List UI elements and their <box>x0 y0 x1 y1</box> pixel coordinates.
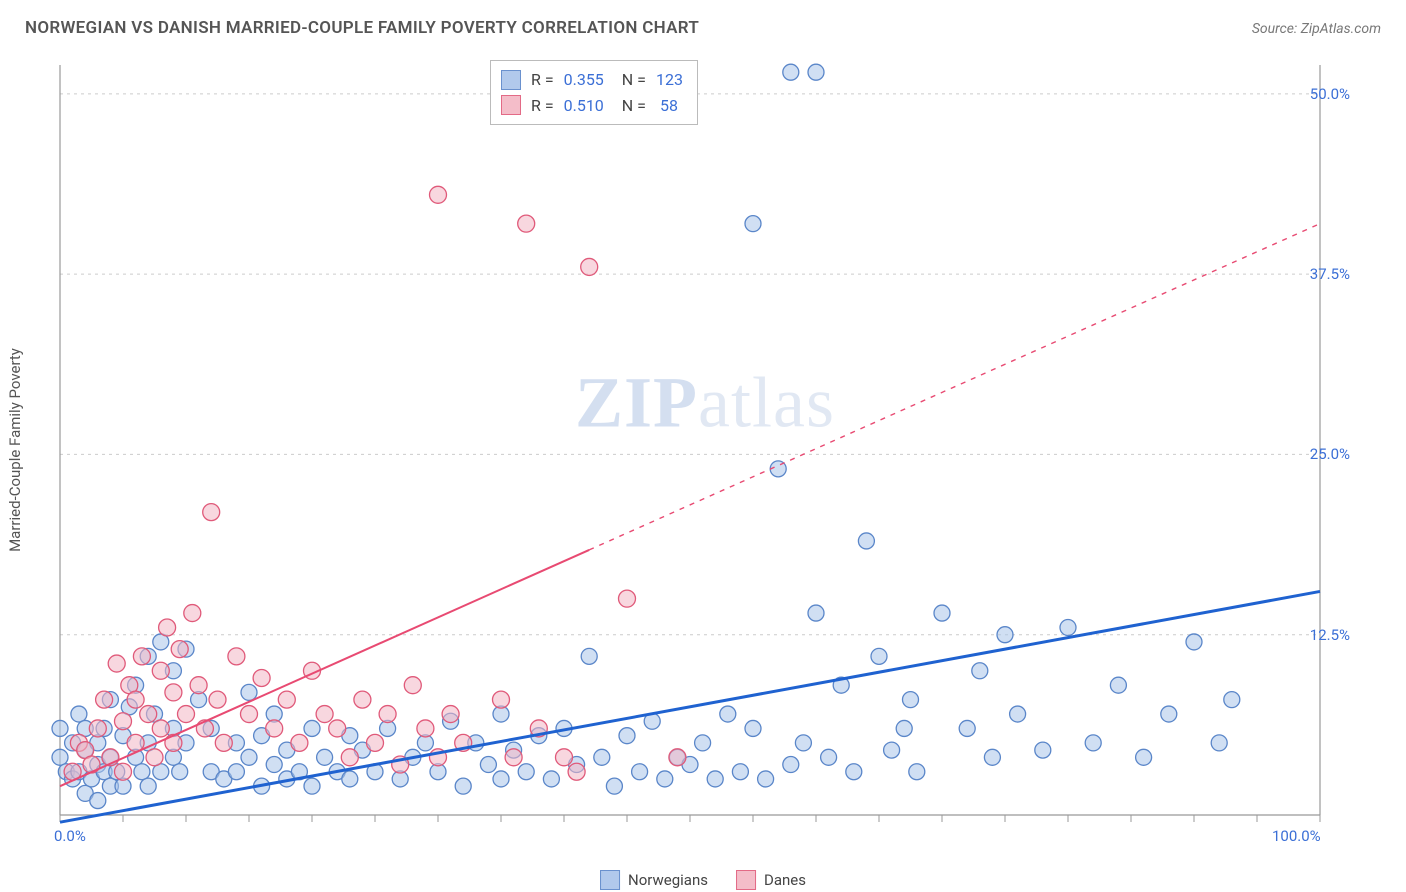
r-label: R = <box>531 67 554 93</box>
swatch-norwegians <box>600 870 620 890</box>
n-label: N = <box>622 93 646 119</box>
y-tick-label: 25.0% <box>1310 445 1350 463</box>
source-label: Source: ZipAtlas.com <box>1252 21 1381 37</box>
x-axis-end-label: 100.0% <box>1272 827 1321 845</box>
n-value-danes: 58 <box>660 93 678 119</box>
n-value-norwegians: 123 <box>656 67 683 93</box>
swatch-danes <box>736 870 756 890</box>
legend-label-danes: Danes <box>764 871 806 889</box>
swatch-danes <box>501 95 521 115</box>
y-tick-label: 12.5% <box>1310 626 1350 644</box>
legend-label-norwegians: Norwegians <box>628 871 708 889</box>
legend-item-danes: Danes <box>736 870 806 890</box>
swatch-norwegians <box>501 70 521 90</box>
stats-legend: R = 0.355 N = 123 R = 0.510 N = 58 <box>490 60 698 125</box>
y-tick-label: 50.0% <box>1310 85 1350 103</box>
x-axis-start-label: 0.0% <box>54 827 86 845</box>
r-value-norwegians: 0.355 <box>564 67 604 93</box>
chart-title: NORWEGIAN VS DANISH MARRIED-COUPLE FAMIL… <box>25 18 699 38</box>
n-label: N = <box>622 67 646 93</box>
legend-row-danes: R = 0.510 N = 58 <box>501 93 683 119</box>
y-axis-label: Married-Couple Family Poverty <box>6 348 24 552</box>
legend-item-norwegians: Norwegians <box>600 870 708 890</box>
series-legend: Norwegians Danes <box>600 870 806 890</box>
y-tick-label: 37.5% <box>1310 265 1350 283</box>
plot-area: Married-Couple Family Poverty ZIPatlas 1… <box>50 55 1360 845</box>
legend-row-norwegians: R = 0.355 N = 123 <box>501 67 683 93</box>
scatter-chart <box>50 55 1360 845</box>
r-label: R = <box>531 93 554 119</box>
r-value-danes: 0.510 <box>564 93 604 119</box>
